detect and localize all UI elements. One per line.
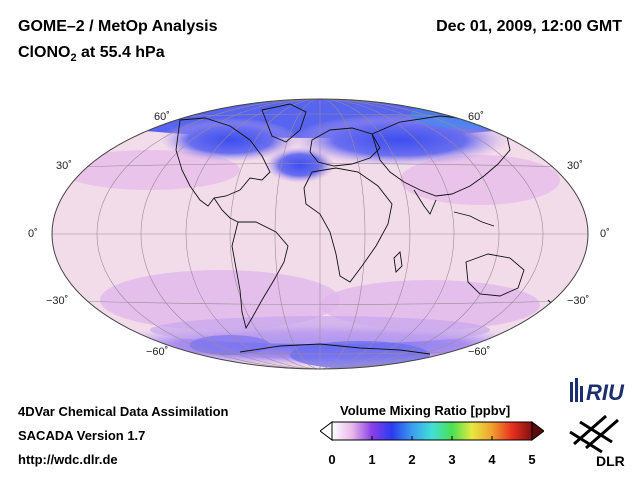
species-subscript: 2 [70, 52, 77, 65]
lat-label-n30-left: 30˚ [56, 160, 72, 172]
colorbar-tick-label: 4 [488, 452, 496, 467]
species-pressure: at 55.4 hPa [76, 44, 165, 61]
riu-logo-bar-1 [570, 382, 573, 402]
lat-label-s60-right: −60˚ [468, 346, 491, 358]
dlr-logo-mark [569, 414, 619, 454]
title-main: GOME–2 / MetOp Analysis [18, 18, 218, 35]
footer-version: SACADA Version 1.7 [18, 428, 146, 443]
lat-label-eq-right: 0˚ [600, 228, 610, 240]
lat-label-n60-left: 60˚ [154, 111, 170, 123]
riu-logo: RIU [570, 378, 625, 405]
lat-label-eq-left: 0˚ [28, 228, 38, 240]
species-base: ClONO [18, 44, 71, 61]
colorbar-tick-label: 5 [528, 452, 536, 467]
colorbar-gradient [331, 421, 533, 441]
footer-method: 4DVar Chemical Data Assimilation [18, 404, 229, 419]
colorbar-tick-label: 3 [448, 452, 456, 467]
lat-label-n60-right: 60˚ [468, 111, 484, 123]
title-species: ClONO2 at 55.4 hPa [18, 44, 165, 64]
dlr-logo-text: DLR [596, 453, 625, 468]
colorbar-max-arrow [531, 421, 544, 441]
colorbar-tick-label: 2 [408, 452, 416, 467]
colorbar-tick-label: 1 [368, 452, 376, 467]
riu-logo-bar-2 [575, 378, 578, 402]
riu-logo-bar-3 [580, 386, 583, 402]
colorbar [320, 421, 544, 441]
lat-label-s60-left: −60˚ [146, 346, 169, 358]
lat-label-s30-left: −30˚ [46, 295, 69, 307]
dlr-logo: DLR [569, 414, 625, 468]
map-outline [51, 98, 589, 370]
lat-label-n30-right: 30˚ [567, 160, 583, 172]
footer-url: http://wdc.dlr.de [18, 452, 118, 467]
colorbar-min-arrow [320, 421, 333, 441]
colorbar-tick-label: 0 [328, 452, 336, 467]
colorbar-title: Volume Mixing Ratio [ppbv] [340, 403, 511, 418]
lat-label-s30-right: −30˚ [567, 295, 590, 307]
title-date: Dec 01, 2009, 12:00 GMT [436, 18, 622, 35]
riu-logo-text: RIU [586, 380, 625, 405]
